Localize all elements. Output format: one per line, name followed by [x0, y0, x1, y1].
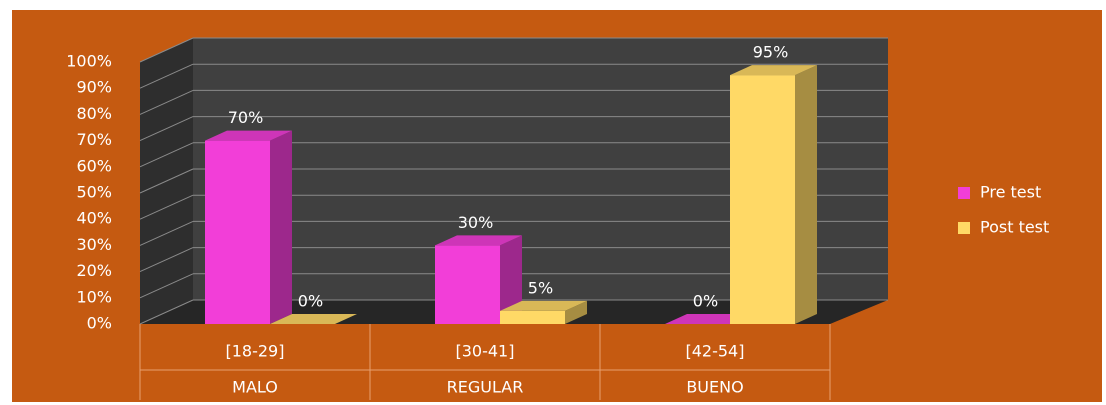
y-tick-label: 40%: [76, 209, 112, 228]
y-tick-label: 30%: [76, 235, 112, 254]
bar: [205, 140, 270, 324]
bar-side: [270, 130, 292, 324]
bar-top: [270, 314, 357, 324]
grid-line: [139, 273, 194, 299]
y-tick-label: 70%: [76, 130, 112, 149]
x-tick-label: [42-54]: [686, 342, 745, 361]
y-tick-label: 80%: [76, 104, 112, 123]
grid-line: [139, 37, 194, 63]
bar: [730, 75, 795, 324]
legend-label: Pre test: [980, 183, 1041, 202]
grid-line: [139, 299, 194, 325]
x-group-label: REGULAR: [447, 378, 524, 397]
legend-swatch: [958, 187, 970, 199]
x-tick-label: [18-29]: [226, 342, 285, 361]
y-tick-label: 20%: [76, 261, 112, 280]
legend-swatch: [958, 222, 970, 234]
y-tick-label: 50%: [76, 183, 112, 202]
grid-line: [139, 89, 194, 115]
y-tick-label: 10%: [76, 287, 112, 306]
grid-line: [139, 247, 194, 273]
bar-side: [500, 235, 522, 324]
legend-label: Post test: [980, 218, 1049, 237]
grid-line: [139, 194, 194, 220]
y-tick-label: 60%: [76, 156, 112, 175]
grid-line: [139, 220, 194, 246]
y-tick-label: 100%: [66, 52, 112, 71]
x-group-label: BUENO: [686, 378, 743, 397]
x-tick-label: [30-41]: [456, 342, 515, 361]
bar: [435, 245, 500, 324]
data-label: 0%: [693, 292, 718, 311]
bar-side: [565, 300, 587, 324]
data-label: 70%: [228, 108, 264, 127]
data-label: 95%: [753, 43, 789, 62]
x-group-label: MALO: [232, 378, 278, 397]
grid-line: [139, 116, 194, 142]
y-tick-label: 90%: [76, 78, 112, 97]
bar-side: [795, 65, 817, 324]
bar-top: [730, 65, 817, 76]
grid-line: [139, 63, 194, 89]
bar: [500, 310, 565, 324]
data-label: 30%: [458, 213, 494, 232]
data-label: 5%: [528, 278, 553, 297]
grid-line: [139, 168, 194, 194]
bar-top: [205, 130, 292, 141]
data-label: 0%: [298, 292, 323, 311]
bar-top: [500, 300, 587, 311]
y-tick-label: 0%: [87, 314, 112, 333]
bar-top: [435, 235, 522, 246]
grid-line: [139, 142, 194, 168]
